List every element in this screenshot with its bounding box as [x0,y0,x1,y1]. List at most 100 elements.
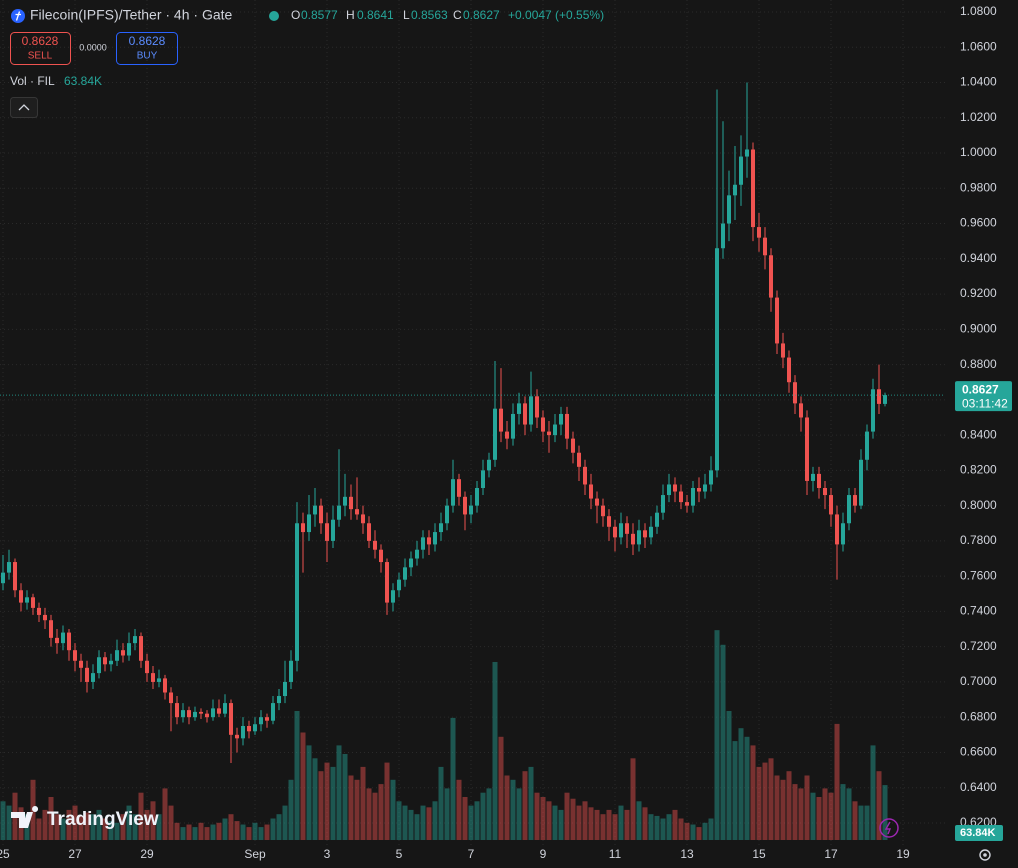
candle-body [31,597,35,608]
candle-body [169,692,173,704]
candle-body [505,431,509,439]
candle-body [367,523,371,541]
volume-bar [396,801,402,840]
volume-bar [708,818,714,840]
volume-bar [690,824,696,840]
volume-bar [402,805,408,840]
candle-body [601,505,605,517]
collapse-button[interactable] [10,97,38,118]
sell-label: SELL [28,51,53,62]
alert-icon[interactable] [879,818,899,838]
candle-body [685,502,689,506]
volume-bar [150,801,156,840]
candle-body [607,516,611,527]
volume-bar [786,771,792,840]
candle-body [157,678,161,682]
volume-bar [414,814,420,840]
candle-body [145,660,149,674]
volume-bar [738,728,744,840]
candle-layer [1,82,887,764]
y-tick-label: 0.9400 [960,251,997,265]
candle-body [571,438,575,453]
candle-body [793,382,797,404]
volume-bar [372,792,378,840]
volume-bar [468,805,474,840]
y-tick-label: 0.7200 [960,639,997,653]
volume-bar [72,805,78,840]
volume-bar [210,824,216,840]
volume-bar [540,797,546,840]
candle-body [451,479,455,506]
candle-body [1,572,5,584]
y-tick-label: 0.8200 [960,463,997,477]
candle-body [439,523,443,533]
volume-bar [804,775,810,840]
market-status [269,11,279,21]
candle-body [163,678,167,693]
y-tick-label: 0.7000 [960,674,997,688]
buy-button[interactable] [116,32,178,65]
candle-body [475,487,479,506]
volume-bar [240,824,246,840]
volume-bar [564,792,570,840]
candle-body [421,537,425,550]
volume-bar [114,822,120,840]
volume-bar [876,771,882,840]
candle-body [547,431,551,436]
volume-bar [252,822,258,840]
candle-body [67,632,71,651]
candle-body [643,530,647,538]
y-tick-label: 1.0000 [960,145,997,159]
candle-body [271,703,275,721]
candle-body [799,403,803,418]
volume-bar [732,741,738,840]
candle-body [805,417,809,481]
volume-bar [870,745,876,840]
volume-bar [474,801,480,840]
candle-body [859,459,863,506]
volume-bar [588,807,594,840]
volume-bar [858,805,864,840]
candle-body [811,473,815,481]
candle-body [151,673,155,682]
candle-body [787,357,791,383]
symbol-title[interactable]: Filecoin(IPFS)/Tether · 4h · Gate [30,7,233,23]
volume-bar [156,814,162,840]
volume-bar [330,766,336,840]
ohlc-value: 0.8563 [411,8,448,22]
candle-body [391,590,395,603]
candle-body [595,498,599,506]
settings-icon[interactable] [979,849,991,861]
volume-bar [264,824,270,840]
x-tick-label: 7 [468,847,475,861]
volume-bar [306,745,312,840]
price-tag-value: 0.8627 [962,382,999,396]
candle-body [829,495,833,515]
candle-body [49,620,53,638]
volume-bar [648,814,654,840]
x-tick-label: 9 [540,847,547,861]
candle-body [139,636,143,661]
volume-bar [768,758,774,840]
volume-tag [955,825,1003,841]
collapse-icon [18,104,30,111]
volume-bar [336,745,342,840]
candle-body [847,495,851,524]
volume-bar [348,775,354,840]
volume-bar [774,775,780,840]
candle-body [823,487,827,496]
volume-bar [840,784,846,840]
sell-button[interactable] [10,32,71,65]
volume-bar [204,827,210,840]
volume-bar [828,792,834,840]
volume-bar [684,822,690,840]
candle-body [523,403,527,425]
y-tick-label: 1.0800 [960,4,997,18]
volume-bar [276,814,282,840]
volume-bar [666,814,672,840]
price-tag [955,381,1012,412]
volume-bar [546,801,552,840]
y-tick-label: 0.6800 [960,709,997,723]
volume-bar [462,797,468,840]
